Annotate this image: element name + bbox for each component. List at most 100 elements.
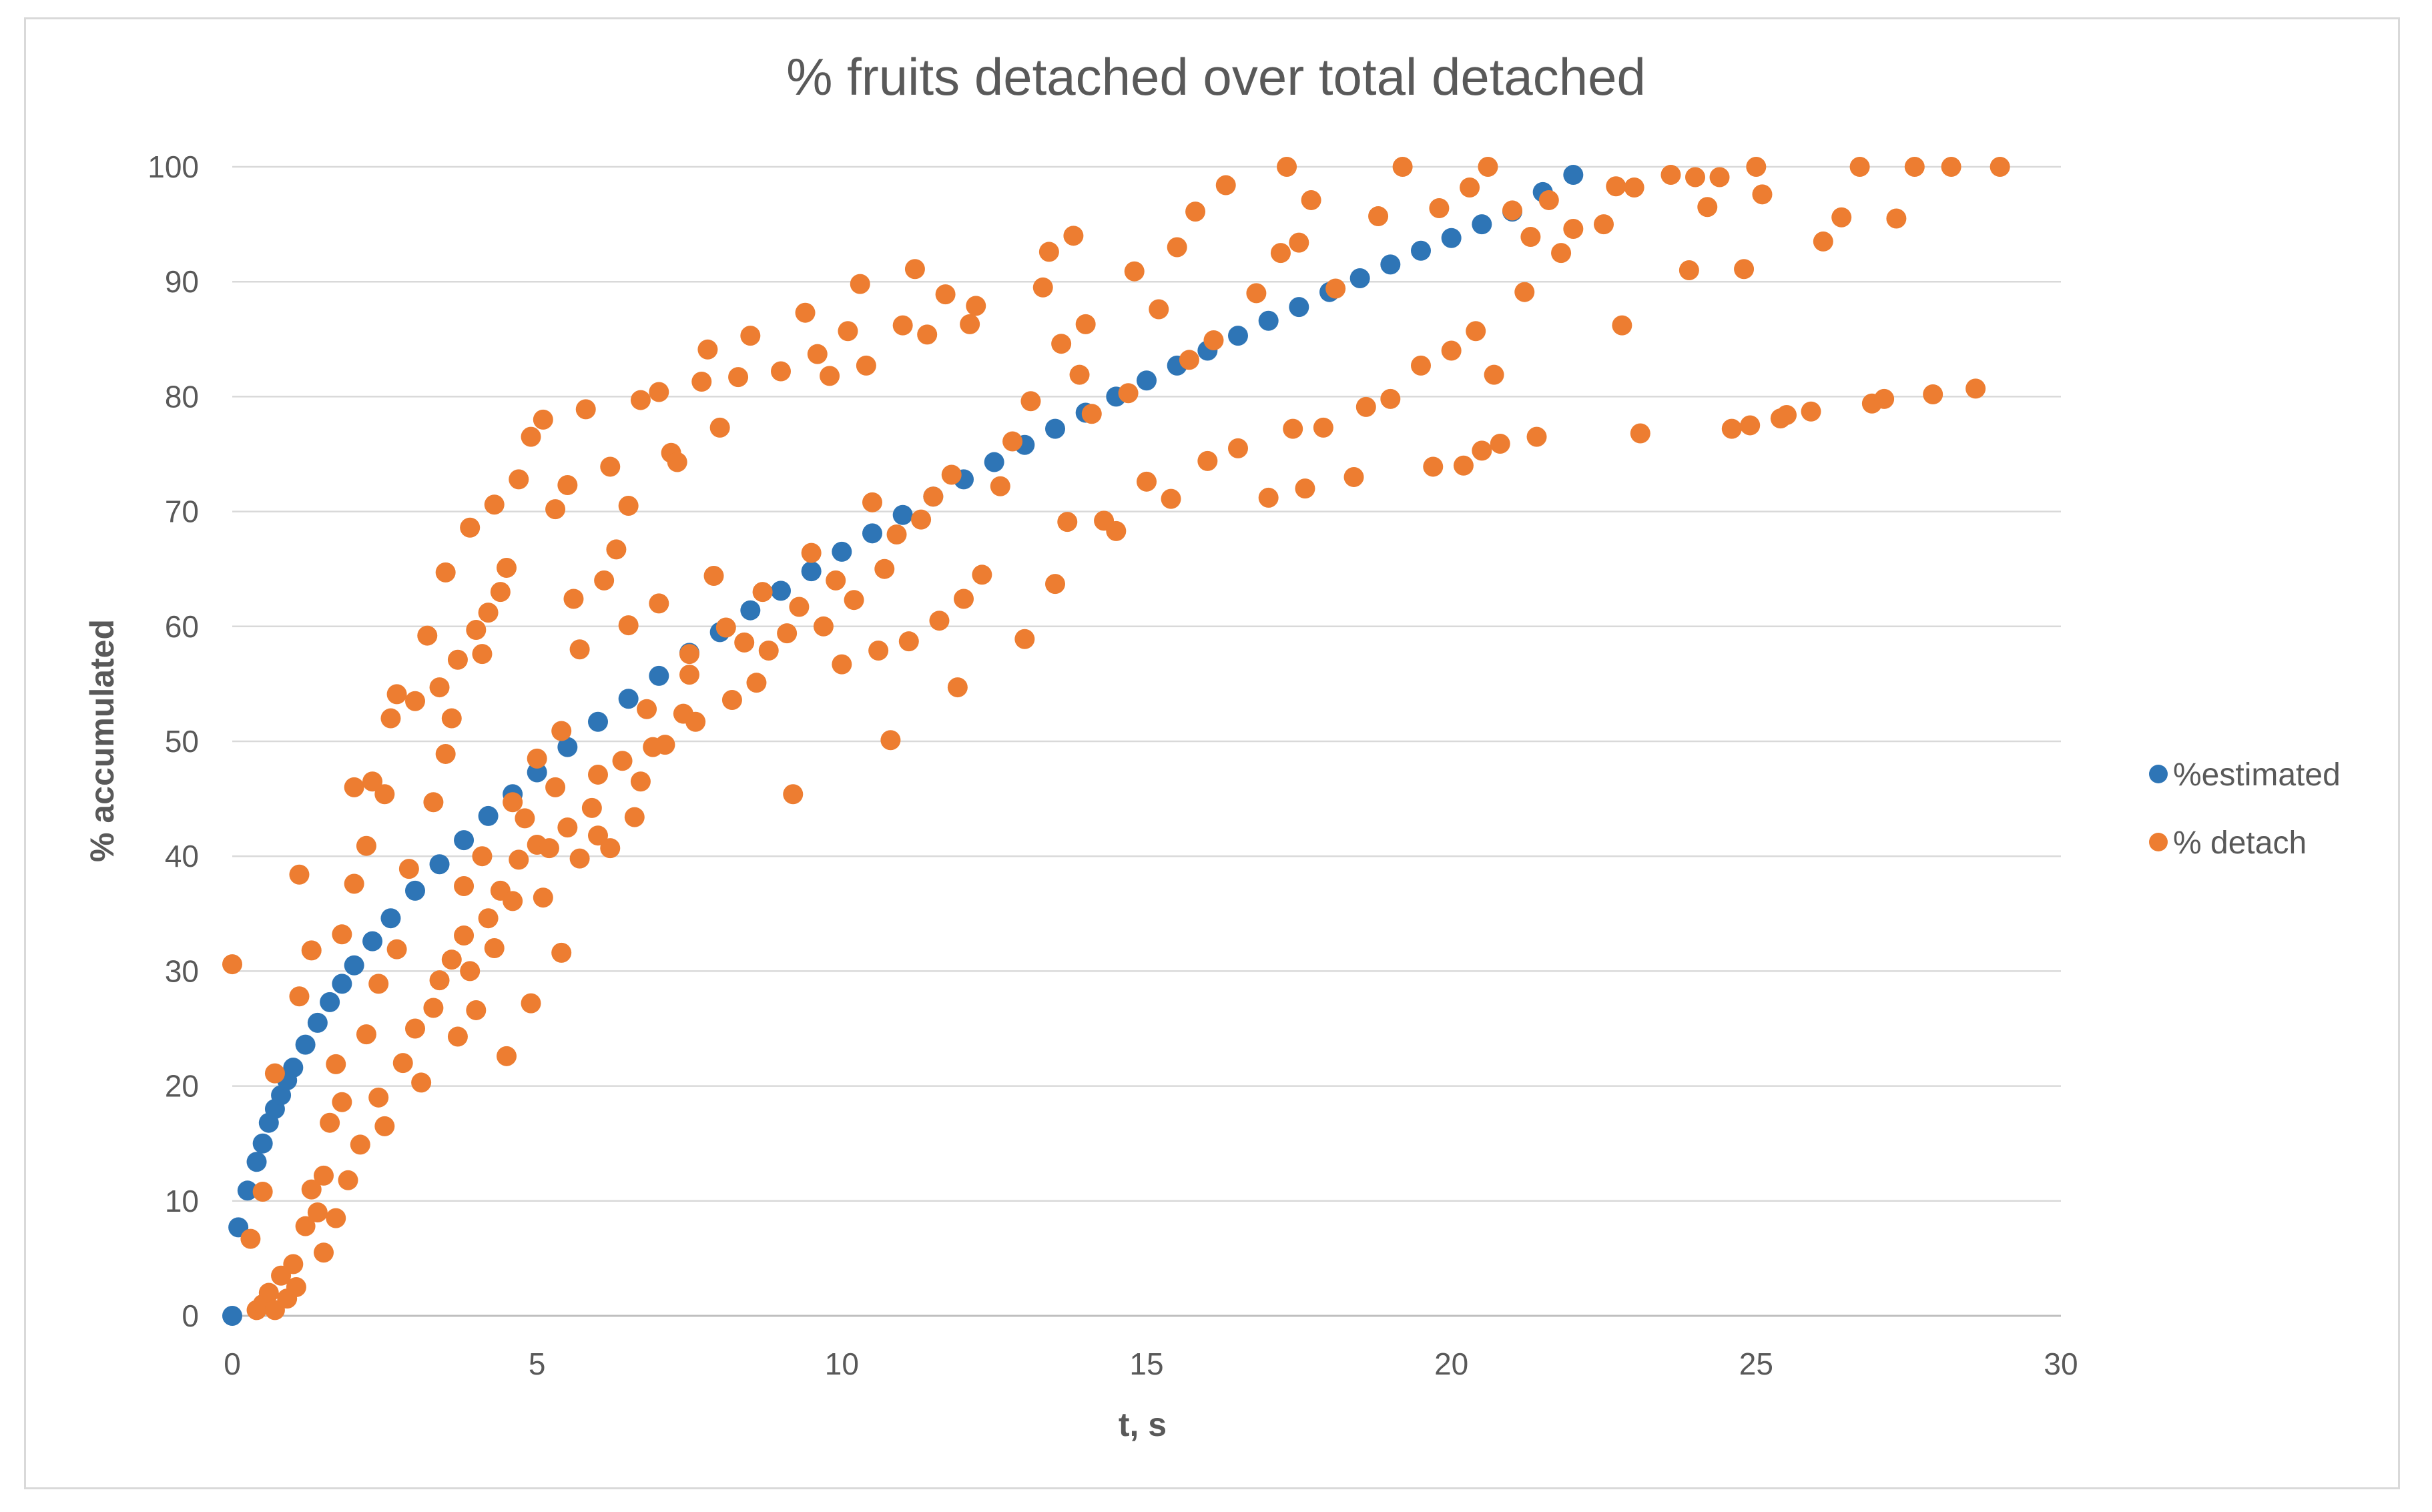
estimated-point [246, 1152, 267, 1172]
detach-point [563, 589, 584, 609]
detach-point [295, 1216, 316, 1236]
detach-point [405, 1018, 425, 1039]
detach-point [1045, 574, 1065, 595]
y-tick-label: 70 [165, 494, 199, 529]
detach-point [1478, 157, 1498, 177]
detach-point [1466, 321, 1486, 342]
detach-point [624, 807, 645, 827]
estimated-point [1380, 254, 1401, 275]
detach-point [545, 499, 566, 520]
detach-point [286, 1276, 306, 1297]
detach-point [1563, 218, 1584, 239]
detach-point [466, 619, 487, 640]
detach-point [264, 1063, 285, 1084]
y-tick-label: 50 [165, 724, 199, 759]
detach-point [649, 593, 669, 614]
detach-point [521, 426, 541, 447]
legend-label: %estimated [2173, 757, 2341, 793]
detach-point [441, 708, 462, 729]
detach-point [1355, 396, 1376, 417]
detach-point [527, 748, 547, 769]
detach-point [588, 825, 608, 846]
detach-point [405, 691, 425, 711]
detach-point [954, 589, 974, 609]
detach-point [868, 640, 889, 661]
detach-point [630, 771, 651, 792]
legend-marker [2149, 833, 2168, 851]
detach-point [1874, 388, 1895, 409]
detach-point [703, 566, 724, 587]
estimated-point [429, 854, 450, 875]
detach-point [1709, 167, 1730, 187]
x-axis-label: t, s [1119, 1406, 1167, 1443]
detach-point [551, 942, 572, 963]
detach-point [832, 654, 852, 675]
detach-point [649, 382, 669, 402]
detach-point [350, 1134, 370, 1155]
detach-point [332, 1092, 352, 1112]
detach-point [1624, 177, 1644, 198]
detach-point [515, 808, 535, 829]
detach-point [612, 751, 633, 771]
estimated-point [862, 523, 882, 544]
detach-point [1289, 232, 1309, 253]
detach-point [569, 639, 590, 660]
y-tick-label: 100 [147, 149, 199, 184]
detach-point [490, 582, 511, 603]
detach-point [637, 699, 657, 719]
detach-point [1904, 157, 1925, 177]
detach-point [1490, 434, 1510, 454]
detach-point [1038, 242, 1059, 262]
estimated-point [295, 1034, 316, 1055]
x-tick-label: 10 [825, 1347, 859, 1381]
detach-point [283, 1254, 304, 1274]
detach-point [1069, 364, 1090, 385]
detach-point [557, 817, 578, 838]
detach-point [606, 539, 627, 560]
detach-point [557, 474, 578, 495]
detach-point [685, 711, 706, 732]
detach-point [1277, 157, 1297, 177]
detach-point [581, 797, 602, 818]
detach-point [1295, 478, 1315, 499]
estimated-point [332, 974, 352, 994]
detach-point [1746, 157, 1767, 177]
detach-point [1118, 383, 1139, 404]
y-tick-label: 90 [165, 264, 199, 299]
detach-point [801, 542, 822, 563]
detach-point [820, 366, 840, 386]
detach-point [533, 887, 553, 908]
estimated-point [771, 581, 791, 601]
estimated-point [557, 737, 578, 757]
detach-point [1429, 198, 1450, 218]
detach-point [380, 708, 401, 729]
detach-point [386, 684, 407, 705]
estimated-point [1411, 240, 1431, 261]
detach-point [417, 625, 438, 646]
detach-point [338, 1170, 358, 1190]
detach-point [575, 399, 596, 420]
detach-point [289, 986, 310, 1007]
gridlines [232, 165, 2061, 1317]
detach-point [472, 846, 493, 867]
detach-point [691, 372, 712, 392]
detach-point [795, 302, 816, 323]
detach-point [618, 495, 639, 516]
estimated-point [801, 561, 822, 582]
detach-point [466, 1000, 487, 1020]
detach-point [1697, 197, 1718, 218]
detach-point [789, 597, 810, 617]
detach-point [1990, 157, 2010, 177]
detach-point [1721, 418, 1742, 439]
detach-point [1185, 202, 1206, 222]
detach-point [1520, 227, 1541, 248]
estimated-point [1472, 214, 1492, 235]
detach-point [783, 784, 804, 805]
chart-frame [24, 17, 2400, 1489]
y-axis-label: % accumulated [83, 619, 121, 862]
detach-point [777, 623, 798, 644]
estimated-point [283, 1058, 304, 1078]
detach-point [301, 1179, 322, 1200]
chart-title: % fruits detached over total detached [786, 47, 1646, 106]
detach-point [374, 1116, 395, 1136]
